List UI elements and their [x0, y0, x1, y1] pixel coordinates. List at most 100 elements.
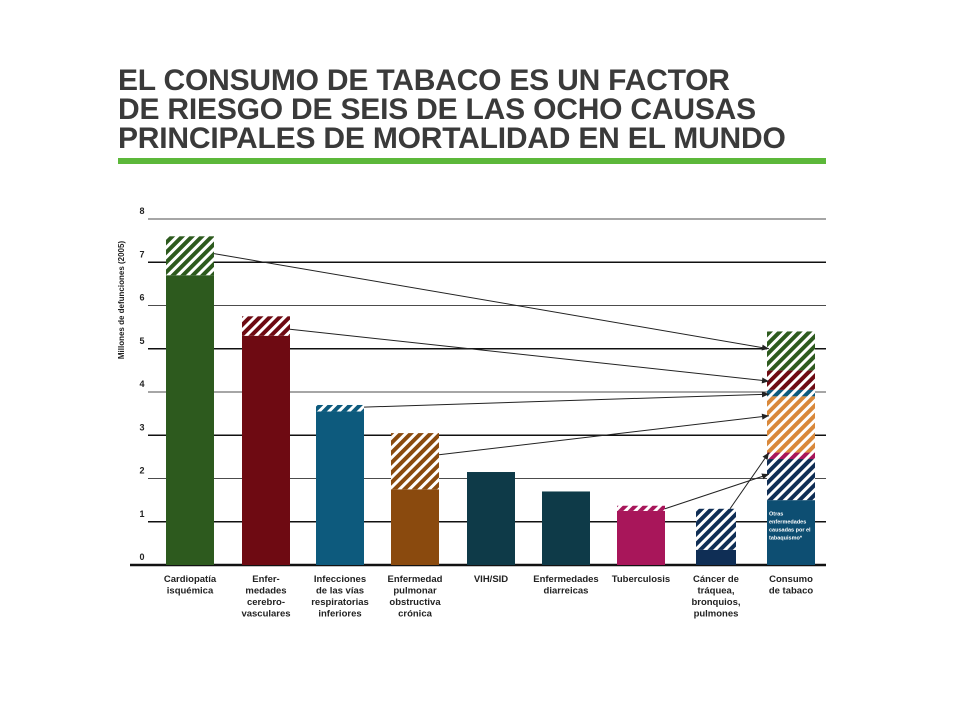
tobacco-segment	[767, 396, 815, 453]
arrow-line	[729, 452, 770, 510]
arrow-head	[761, 391, 769, 398]
x-tick-label-line: de las vías	[316, 586, 364, 597]
x-tick-label-line: Consumo	[769, 574, 813, 585]
y-tick-label: 7	[139, 249, 144, 259]
y-tick-label: 5	[139, 336, 144, 346]
arrow	[213, 253, 770, 351]
x-tick-label: Enfer-medades cerebro-vasculares	[241, 574, 290, 620]
bar	[542, 491, 590, 565]
bar-group	[467, 472, 515, 565]
x-tick-label: Consumo de tabaco	[769, 574, 814, 597]
bar-tobacco-share	[166, 236, 214, 276]
x-tick-label-line: cerebro-	[247, 597, 285, 608]
arrow	[289, 328, 770, 384]
tobacco-segment	[767, 500, 815, 565]
arrow-line	[664, 473, 770, 510]
bar-tobacco-share	[391, 433, 439, 490]
x-tick-label-line: Enfermedad	[388, 574, 443, 585]
y-tick-label: 2	[139, 466, 144, 476]
bars	[166, 236, 736, 565]
tobacco-segment	[767, 370, 815, 390]
x-tick-label: Enfermedades diarreicas	[533, 574, 598, 597]
x-tick-label-line: bronquios,	[691, 597, 740, 608]
x-tick-label-line: de tabaco	[769, 586, 814, 597]
x-tick-label-line: VIH/SID	[474, 574, 508, 585]
annotation-line: causadas por el	[769, 527, 811, 533]
bar-group	[166, 236, 214, 565]
arrows	[213, 253, 770, 510]
arrow-line	[363, 393, 770, 408]
y-tick-label: 6	[139, 293, 144, 303]
x-tick-label-line: diarreicas	[544, 586, 589, 597]
x-tick-label-line: Enfermedades	[533, 574, 598, 585]
bar	[166, 275, 214, 565]
bar	[696, 549, 736, 565]
y-tick-label: 3	[139, 422, 144, 432]
tobacco-annotation: Otras enfermedades causadas por el tabaquis…	[769, 511, 811, 541]
x-tick-label-line: Infecciones	[314, 574, 366, 585]
bar	[391, 489, 439, 565]
annotation-line: tabaquismo*	[769, 535, 803, 541]
title-underline	[118, 158, 826, 164]
x-tick-label-line: inferiores	[318, 609, 361, 620]
x-axis-labels: Cardiopatía isquémica Enfer-medades cerebro…	[164, 574, 813, 620]
x-tick-label-line: tráquea,	[698, 586, 735, 597]
y-axis-ticks: 0 1 2 3 4 5 6 7 8	[139, 206, 144, 562]
tobacco-segment	[767, 389, 815, 397]
arrow-head	[762, 452, 769, 461]
bar-tobacco-share	[242, 316, 290, 336]
bar	[617, 510, 665, 565]
annotation-line: enfermedades	[769, 519, 806, 525]
arrow	[729, 452, 770, 510]
bar-group	[316, 404, 364, 565]
x-tick-label-line: obstructiva	[389, 597, 441, 608]
x-tick-label-line: Enfer-	[252, 574, 279, 585]
x-tick-label-line: Cáncer de	[693, 574, 739, 585]
y-tick-label: 8	[139, 206, 144, 216]
tobacco-segment	[767, 331, 815, 371]
x-tick-label-line: vasculares	[241, 609, 290, 620]
bar-tobacco-share	[316, 404, 364, 412]
x-tick-label-line: medades	[245, 586, 286, 597]
arrow-head	[761, 344, 769, 351]
bar-tobacco-share	[617, 505, 665, 511]
title-line-1: EL CONSUMO DE TABACO ES UN FACTOR	[118, 64, 730, 97]
bar-group	[391, 433, 439, 565]
arrow-head	[761, 377, 769, 384]
x-tick-label-line: Cardiopatía	[164, 574, 217, 585]
y-axis-label: Millones de defunciones (2005)	[117, 241, 126, 360]
bar	[467, 472, 515, 565]
bar-group	[696, 508, 736, 565]
bar	[316, 411, 364, 565]
bar-group	[242, 316, 290, 565]
annotation-line: Otras	[769, 511, 783, 517]
x-tick-label-line: respiratorias	[311, 597, 369, 608]
tobacco-stacked-bar	[767, 331, 815, 565]
x-tick-label-line: isquémica	[167, 586, 214, 597]
arrow	[363, 391, 770, 408]
x-tick-label-line: pulmonar	[393, 586, 437, 597]
y-tick-label: 0	[139, 552, 144, 562]
y-tick-label: 4	[139, 379, 144, 389]
arrow	[664, 473, 770, 510]
x-tick-label-line: Tuberculosis	[612, 574, 670, 585]
bar-group	[542, 491, 590, 565]
arrow-head	[761, 413, 769, 420]
bar-tobacco-share	[696, 508, 736, 550]
bar-group	[617, 505, 665, 565]
x-tick-label: Cardiopatía isquémica	[164, 574, 217, 597]
title-line-3: PRINCIPALES DE MORTALIDAD EN EL MUNDO	[118, 122, 786, 155]
arrow-line	[289, 328, 770, 382]
x-tick-label: Cáncer de tráquea, bronquios, pulmones	[691, 574, 740, 620]
arrow-line	[438, 415, 770, 456]
arrow	[438, 413, 770, 456]
x-tick-label-line: crónica	[398, 609, 433, 620]
y-tick-label: 1	[139, 509, 144, 519]
title-line-2: DE RIESGO DE SEIS DE LAS OCHO CAUSAS	[118, 93, 756, 126]
x-tick-label: VIH/SID	[474, 574, 508, 585]
tobacco-segment	[767, 459, 815, 501]
x-tick-label: Enfermedad pulmonar obstructiva crónica	[388, 574, 443, 620]
tobacco-segment	[767, 452, 815, 460]
x-tick-label: Infecciones de las vías respiratorias infer…	[311, 574, 369, 620]
